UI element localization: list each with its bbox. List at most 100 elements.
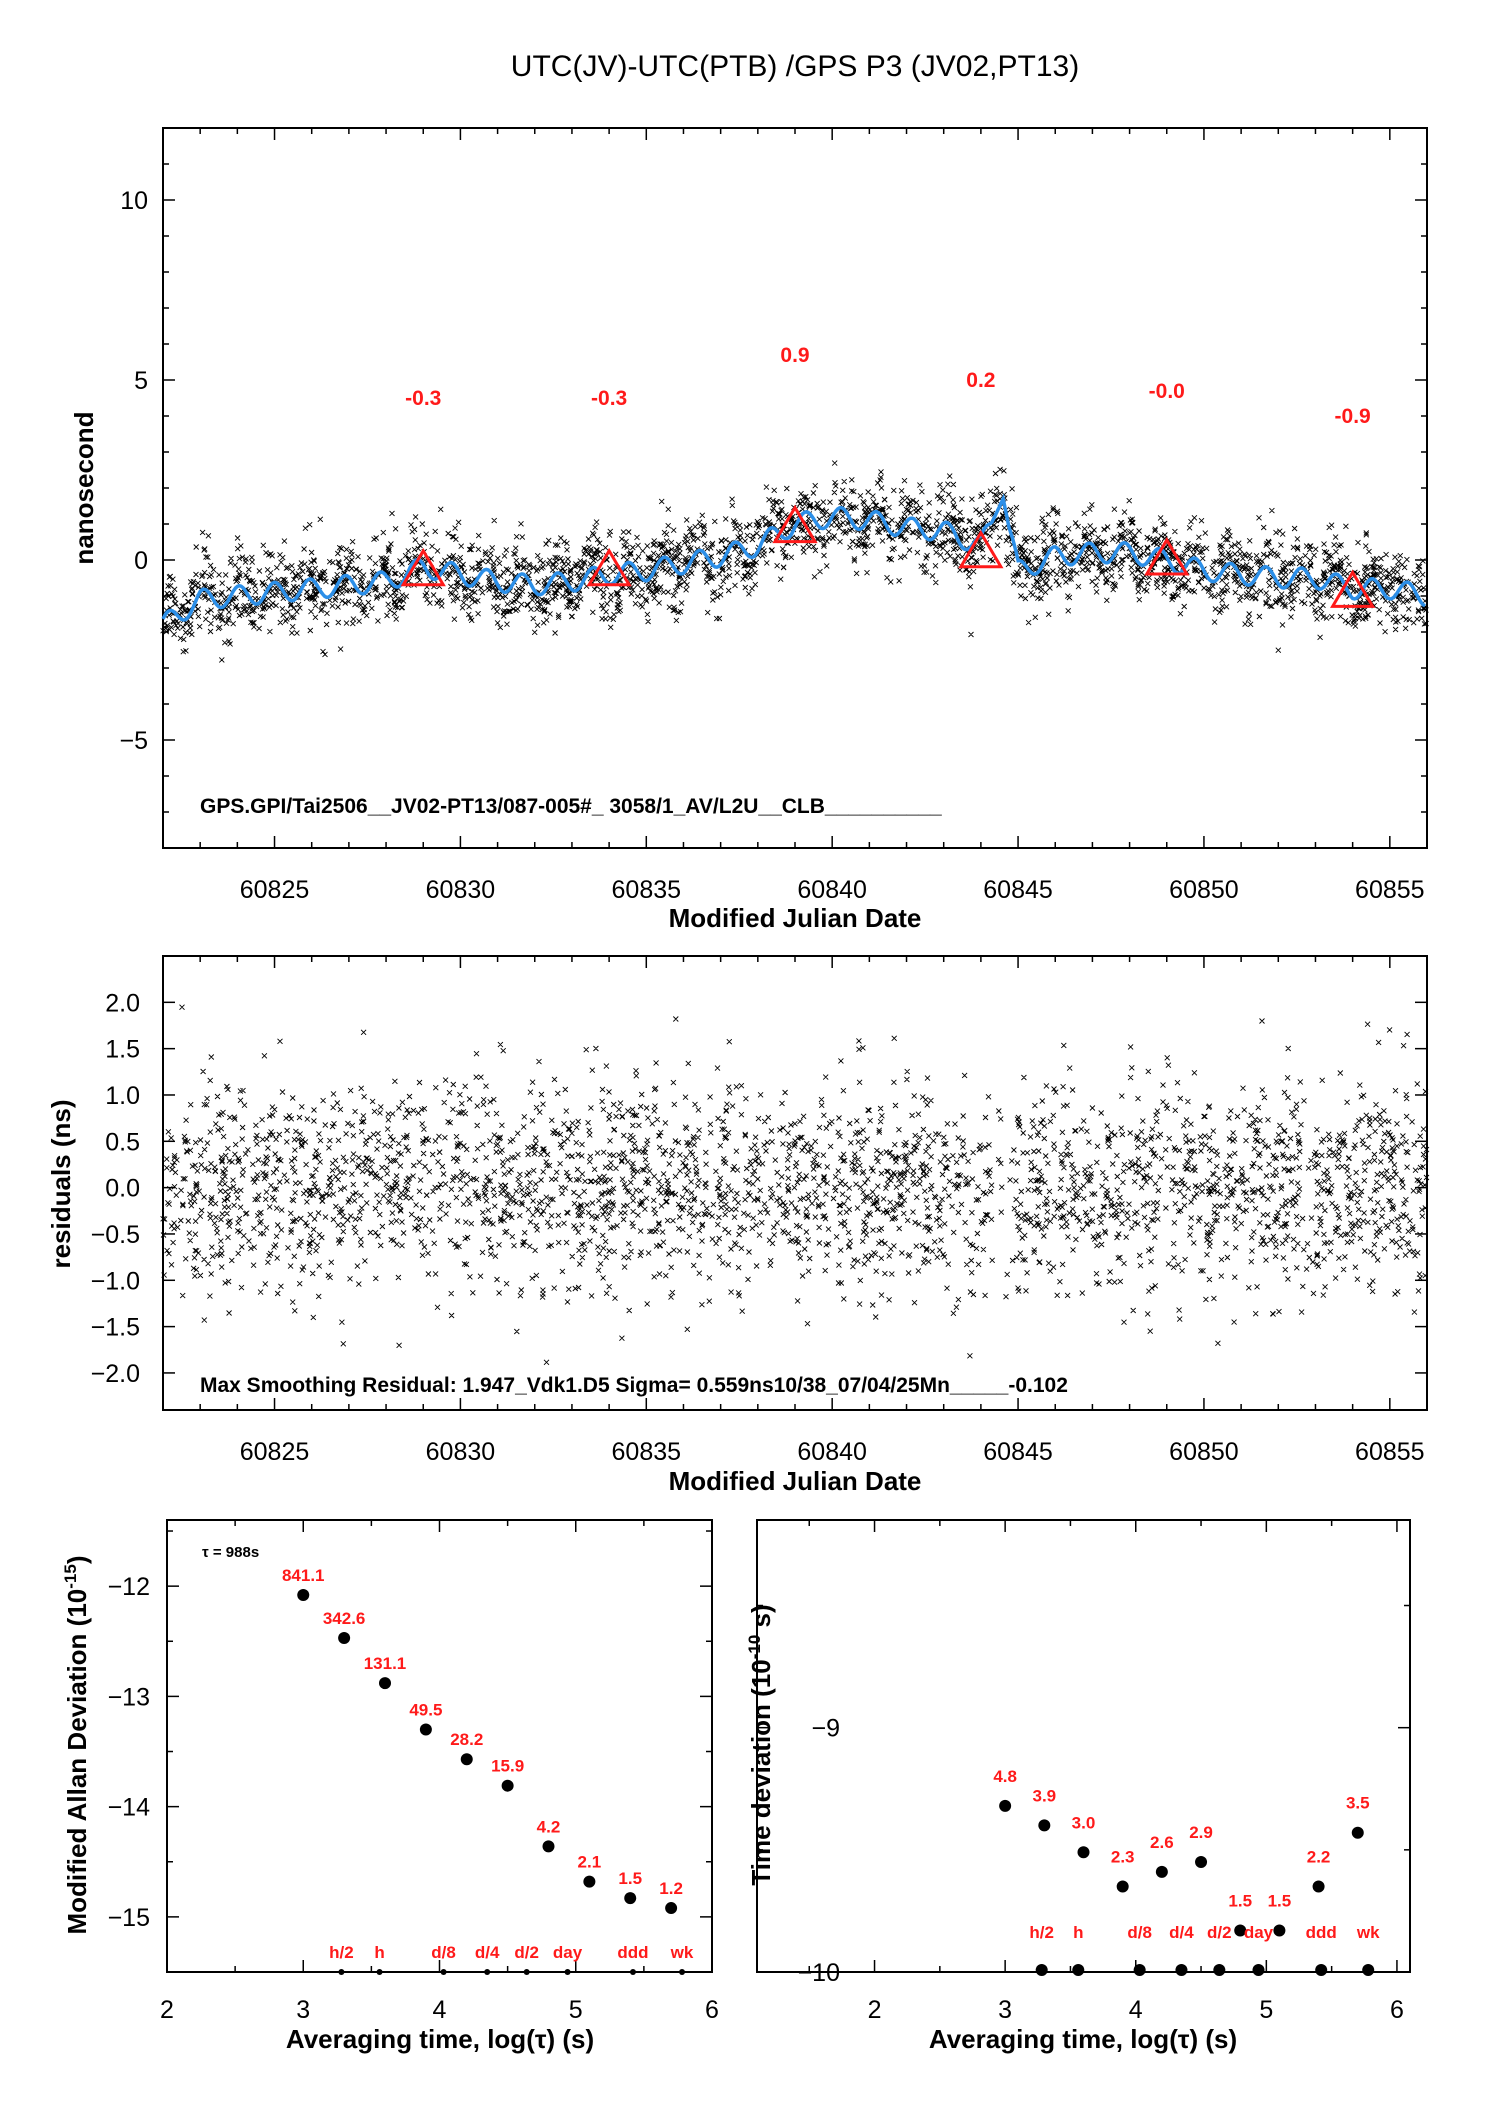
tdev-point-label: 2.6 xyxy=(1150,1833,1174,1852)
mdev-bottom-mark xyxy=(679,1969,686,1975)
y-tick-label: 0 xyxy=(134,547,148,575)
x-tick-label: 60845 xyxy=(983,876,1053,904)
x-tick-label: 5 xyxy=(569,1996,583,2024)
mdev-bottom-label: ddd xyxy=(617,1943,648,1962)
x-tick-label: 60855 xyxy=(1355,876,1425,904)
tdev-point xyxy=(1273,1924,1286,1937)
tdev-point xyxy=(999,1799,1012,1812)
y-tick-label: −15 xyxy=(108,1904,150,1932)
x-axis-label: Modified Julian Date xyxy=(669,903,922,933)
residual-points xyxy=(160,1004,1430,1366)
tdev-y-label: Time deviation (10-10 s) xyxy=(745,1604,776,1885)
tdev-point-label: 3.0 xyxy=(1072,1813,1096,1832)
mdev-point xyxy=(297,1588,310,1601)
tdev-bottom-label: h xyxy=(1073,1923,1083,1942)
tdev-ticks: 2 3 4 5 6 −9 −10 xyxy=(757,1520,1410,2024)
y-tick-label: −1.5 xyxy=(91,1314,140,1342)
time-series-ticks: 60825 60830 60835 60840 60845 60850 60855 10 5 0 −… xyxy=(119,128,1428,904)
tdev-bottom-label: ddd xyxy=(1306,1923,1337,1942)
y-tick-label: 5 xyxy=(134,367,148,395)
mdev-point xyxy=(665,1902,678,1915)
triangle-marker xyxy=(772,504,818,544)
tdev-point xyxy=(1155,1865,1168,1878)
mdev-bottom-mark xyxy=(376,1969,383,1975)
residuals-frame xyxy=(162,955,1428,1411)
mdev-bottom-mark xyxy=(629,1969,636,1975)
tdev-bottom-label: wk xyxy=(1356,1923,1380,1942)
mdev-point xyxy=(501,1779,514,1792)
mdev-bottom-label: d/2 xyxy=(514,1943,539,1962)
x-tick-label: 4 xyxy=(1129,1996,1143,2024)
triangle-value-label: -0.3 xyxy=(405,387,441,410)
mdev-point-label: 131.1 xyxy=(364,1654,407,1673)
mdev-bottom-label: d/8 xyxy=(431,1943,456,1962)
tdev-point xyxy=(1234,1924,1247,1937)
y-tick-label: −9 xyxy=(811,1715,840,1743)
triangle-marker xyxy=(400,547,446,587)
mdev-bottom-mark xyxy=(523,1969,530,1975)
x-tick-label: 5 xyxy=(1259,1996,1273,2024)
y-tick-label: 1.5 xyxy=(105,1036,140,1064)
mdev-point-label: 1.5 xyxy=(618,1869,642,1888)
triangle-value-label: -0.3 xyxy=(591,387,627,410)
mdev-point-label: 1.2 xyxy=(659,1879,683,1898)
mdev-point-label: 841.1 xyxy=(282,1566,325,1585)
smoothed-curve xyxy=(161,493,1426,622)
x-tick-label: 60830 xyxy=(426,1438,496,1466)
residual-annotation: Max Smoothing Residual: 1.947_Vdk1.D5 Si… xyxy=(200,1374,1068,1397)
triangle-value-label: -0.0 xyxy=(1149,380,1185,403)
y-tick-label: −12 xyxy=(108,1573,150,1601)
tdev-point xyxy=(1195,1856,1208,1869)
mdev-point-label: 2.1 xyxy=(578,1853,602,1872)
tdev-bottom-mark xyxy=(1133,1964,1146,1976)
mdev-point xyxy=(338,1631,351,1644)
tdev-points: 4.8 3.9 3.0 2.3 2.6 2.9 1.5 1.5 2.2 3.5 h/2 h d/8 d/4… xyxy=(993,1767,1380,1976)
mdev-point xyxy=(583,1875,596,1888)
mdev-bottom-label: h/2 xyxy=(329,1943,354,1962)
tdev-point xyxy=(1038,1819,1051,1832)
mdev-x-label: Averaging time, log(τ) (s) xyxy=(286,2024,594,2054)
x-tick-label: 60855 xyxy=(1355,1438,1425,1466)
mdev-point xyxy=(379,1677,391,1690)
y-tick-label: −0.5 xyxy=(91,1221,140,1249)
y-tick-label: −1.0 xyxy=(91,1267,140,1295)
x-tick-label: 3 xyxy=(998,1996,1012,2024)
file-annotation: GPS.GPI/Tai2506__JV02-PT13/087-005#_ 305… xyxy=(200,795,942,818)
x-tick-label: 6 xyxy=(1390,1996,1404,2024)
tdev-point xyxy=(1351,1826,1364,1839)
mdev-point xyxy=(624,1892,637,1905)
tdev-y-label-text: Time deviation (10 xyxy=(746,1659,776,1885)
mdev-bottom-label: day xyxy=(553,1943,583,1962)
time-series-frame xyxy=(162,127,1428,849)
y-tick-label: 0.5 xyxy=(105,1128,140,1156)
mdev-bottom-mark xyxy=(484,1969,491,1975)
tdev-point-label: 1.5 xyxy=(1228,1891,1252,1910)
tdev-bottom-mark xyxy=(1035,1964,1048,1976)
tdev-point-label: 3.9 xyxy=(1032,1786,1056,1805)
x-tick-label: 3 xyxy=(296,1996,310,2024)
mdev-bottom-mark xyxy=(440,1969,447,1975)
mdev-ticks: 2 3 4 5 6 −12 −13 −14 −15 xyxy=(108,1520,719,2024)
time-series-scatter xyxy=(160,460,1429,663)
tdev-point-label: 2.9 xyxy=(1189,1823,1213,1842)
triangle-value-label: 0.9 xyxy=(780,344,809,367)
mdev-y-exponent: -15 xyxy=(61,1564,80,1589)
tdev-bottom-label: d/4 xyxy=(1169,1923,1194,1942)
mdev-point-label: 49.5 xyxy=(409,1700,442,1719)
y-tick-label: −5 xyxy=(119,727,148,755)
mdev-y-label-text: Modified Allan Deviation (10 xyxy=(62,1589,92,1935)
y-tick-label: −10 xyxy=(798,1959,840,1987)
y-tick-label: 1.0 xyxy=(105,1082,140,1110)
tdev-panel: 2 3 4 5 6 −9 −10 4.8 3.9 3.0 2.3 2.6 2.9 1.5 1.5 2.2 3.… xyxy=(745,1519,1411,2054)
tdev-bottom-mark xyxy=(1315,1964,1328,1976)
tdev-y-unit: s) xyxy=(746,1604,776,1634)
mdev-point xyxy=(542,1840,555,1853)
mdev-bottom-label: wk xyxy=(670,1943,694,1962)
x-tick-label: 2 xyxy=(160,1996,174,2024)
mdev-point-label: 342.6 xyxy=(323,1609,366,1628)
figure-title: UTC(JV)-UTC(PTB) /GPS P3 (JV02,PT13) xyxy=(511,50,1079,83)
tdev-bottom-mark xyxy=(1252,1964,1265,1976)
x-tick-label: 4 xyxy=(433,1996,447,2024)
tdev-point xyxy=(1077,1846,1090,1859)
y-tick-label: −13 xyxy=(108,1683,150,1711)
